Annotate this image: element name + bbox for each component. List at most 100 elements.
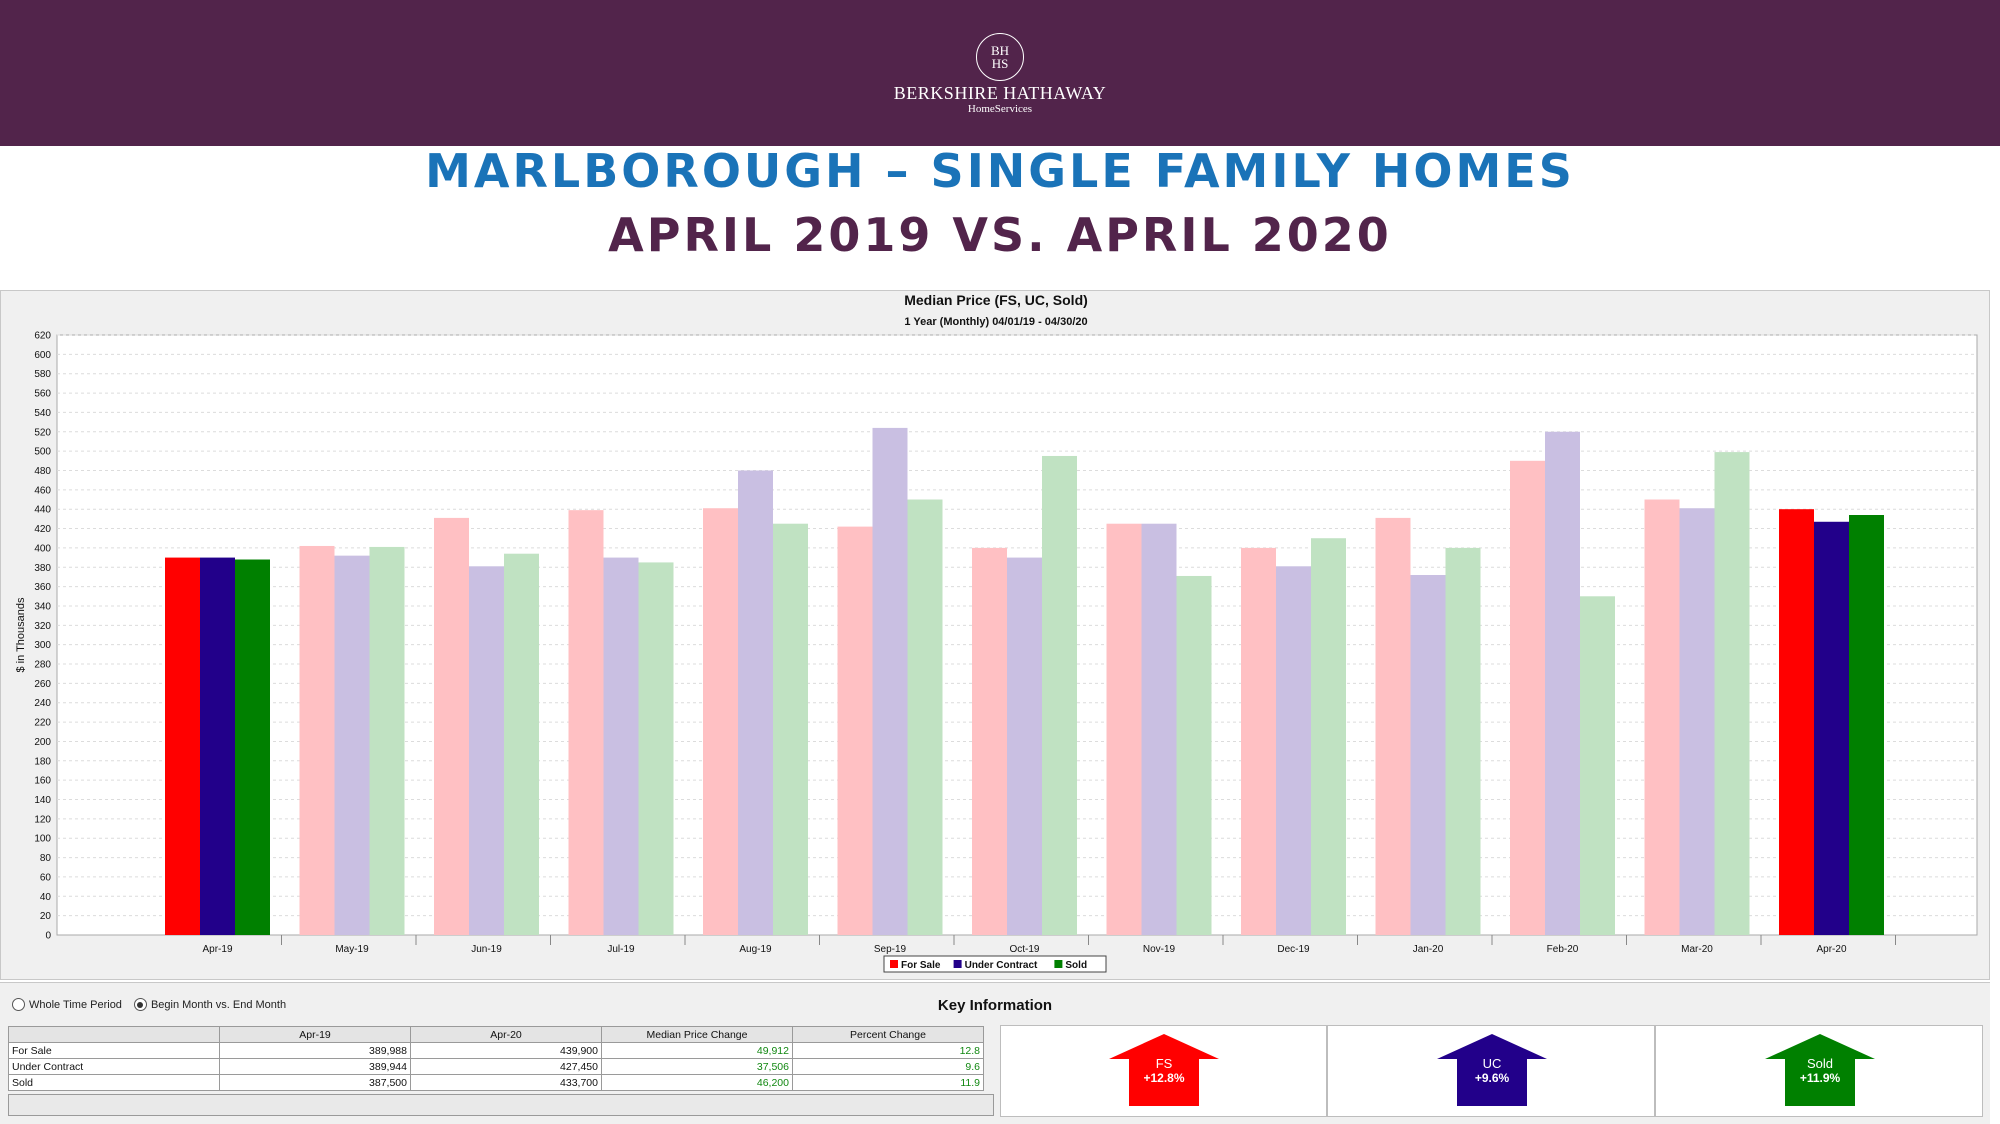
- bar-for_sale: [299, 545, 335, 935]
- y-tick-label: 180: [34, 756, 51, 767]
- x-tick-label: Apr-20: [1816, 944, 1846, 955]
- bar-sold: [1580, 596, 1615, 935]
- y-tick-label: 80: [40, 853, 52, 864]
- radio-begin-vs-end[interactable]: [133, 998, 147, 1011]
- radio-whole-time-period[interactable]: [12, 998, 25, 1011]
- bar-sold: [1176, 575, 1212, 935]
- y-tick-label: 560: [34, 389, 51, 400]
- bar-under_contract: [738, 470, 773, 935]
- y-tick-label: 520: [34, 427, 51, 438]
- sold-arrow-pct: +11.9%: [1800, 1071, 1841, 1085]
- row-label: Sold: [8, 1074, 220, 1091]
- radio-whole-label[interactable]: Whole Time Period: [29, 998, 122, 1011]
- y-tick-label: 100: [34, 834, 51, 845]
- legend-label-under_contract: Under Contract: [965, 960, 1038, 971]
- x-tick-label: Dec-19: [1277, 944, 1310, 955]
- table-header: Median Price Change: [601, 1026, 793, 1043]
- table-header: Percent Change: [792, 1026, 984, 1043]
- bar-for_sale: [1241, 547, 1276, 935]
- legend-swatch-for_sale: [890, 960, 898, 968]
- chart-subtitle: 1 Year (Monthly) 04/01/19 - 04/30/20: [904, 316, 1087, 328]
- cell-apr19: 389,988: [219, 1042, 411, 1059]
- bar-sold: [504, 553, 539, 935]
- cell-apr19: 389,944: [219, 1058, 411, 1075]
- y-tick-label: 300: [34, 640, 51, 651]
- y-tick-label: 0: [45, 931, 51, 942]
- y-tick-label: 460: [34, 485, 51, 496]
- cell-pct: 9.6: [792, 1058, 984, 1075]
- x-tick-label: Aug-19: [739, 944, 772, 955]
- y-tick-label: 540: [34, 408, 51, 419]
- bar-for_sale: [434, 517, 469, 935]
- radio-group: Whole Time Period Begin Month vs. End Mo…: [12, 998, 286, 1011]
- chart-title: Median Price (FS, UC, Sold): [904, 292, 1088, 308]
- median-price-chart: Median Price (FS, UC, Sold) 1 Year (Month…: [15, 292, 1978, 973]
- cell-change: 49,912: [601, 1042, 793, 1059]
- legend-swatch-under_contract: [953, 960, 962, 968]
- bar-under_contract: [200, 557, 235, 935]
- y-tick-label: 200: [34, 737, 51, 748]
- bar-for_sale: [1779, 509, 1814, 935]
- y-tick-label: 280: [34, 660, 51, 671]
- uc-arrow-label: UC: [1483, 1056, 1502, 1071]
- y-tick-label: 260: [34, 679, 51, 690]
- bar-under_contract: [1007, 557, 1042, 935]
- sold-arrow-label: Sold: [1807, 1056, 1833, 1071]
- bar-under_contract: [1410, 575, 1446, 935]
- bar-for_sale: [1106, 523, 1142, 935]
- brand-banner: BH HS BERKSHIRE HATHAWAY HomeServices: [0, 0, 2000, 146]
- bar-under_contract: [334, 555, 370, 935]
- bar-under_contract: [603, 557, 639, 935]
- bar-under_contract: [469, 566, 504, 935]
- bar-for_sale: [568, 510, 604, 935]
- uc-arrow-shape: [1437, 1034, 1547, 1106]
- radio-begin-label[interactable]: Begin Month vs. End Month: [150, 998, 287, 1011]
- y-tick-label: 480: [34, 466, 51, 477]
- bar-under_contract: [872, 427, 908, 935]
- cell-change: 37,506: [601, 1058, 793, 1075]
- table-header: Apr-20: [410, 1026, 602, 1043]
- logo-bottom: HS: [991, 56, 1009, 71]
- up-arrow-icon: UC +9.6%: [1437, 1034, 1547, 1106]
- legend-label-sold: Sold: [1065, 960, 1087, 971]
- cell-pct: 12.8: [792, 1042, 984, 1059]
- x-tick-label: Feb-20: [1547, 944, 1579, 955]
- bar-sold: [1042, 455, 1077, 935]
- table-row: For Sale 389,988 439,900 49,912 12.8: [8, 1042, 984, 1059]
- bar-for_sale: [165, 557, 200, 935]
- legend-label-for_sale: For Sale: [901, 960, 941, 971]
- bar-sold: [907, 499, 943, 935]
- bar-sold: [1445, 547, 1481, 935]
- y-tick-label: 620: [34, 331, 51, 342]
- fs-arrow-shape: [1109, 1034, 1219, 1106]
- x-tick-label: Sep-19: [874, 944, 907, 955]
- y-tick-label: 380: [34, 563, 51, 574]
- cell-pct: 11.9: [792, 1074, 984, 1091]
- y-tick-label: 500: [34, 447, 51, 458]
- cell-apr20: 433,700: [410, 1074, 602, 1091]
- y-tick-label: 140: [34, 795, 51, 806]
- bar-under_contract: [1545, 431, 1580, 935]
- fs-arrow-pct: +12.8%: [1143, 1071, 1184, 1085]
- y-tick-label: 320: [34, 621, 51, 632]
- bar-under_contract: [1679, 508, 1715, 935]
- row-label: Under Contract: [8, 1058, 220, 1075]
- cell-apr20: 427,450: [410, 1058, 602, 1075]
- y-tick-label: 400: [34, 543, 51, 554]
- bar-for_sale: [1375, 517, 1411, 935]
- bar-for_sale: [972, 547, 1007, 935]
- y-tick-label: 440: [34, 505, 51, 516]
- bar-under_contract: [1141, 523, 1177, 935]
- x-tick-label: Jan-20: [1413, 944, 1444, 955]
- bar-for_sale: [837, 526, 873, 935]
- bar-sold: [369, 546, 405, 935]
- legend-swatch-sold: [1054, 960, 1063, 968]
- brand-sub: HomeServices: [967, 103, 1033, 115]
- x-tick-label: Jul-19: [607, 944, 635, 955]
- cell-apr19: 387,500: [219, 1074, 411, 1091]
- y-tick-label: 420: [34, 524, 51, 535]
- x-tick-label: Jun-19: [471, 944, 502, 955]
- y-tick-label: 60: [40, 872, 52, 883]
- bar-sold: [1849, 515, 1884, 935]
- key-information-table: Apr-19 Apr-20 Median Price Change Percen…: [8, 1026, 984, 1091]
